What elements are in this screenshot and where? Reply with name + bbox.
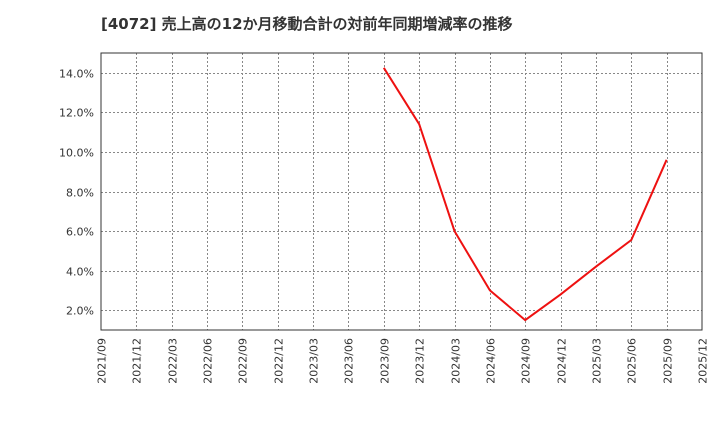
y-axis: 2.0% 4.0% 6.0% 8.0% 10.0% 12.0% 14.0% <box>59 68 94 318</box>
data-series <box>382 67 668 322</box>
y-tick-label: 12.0% <box>59 107 94 120</box>
x-tick-label: 2025/06 <box>626 338 639 384</box>
x-tick-label: 2021/12 <box>131 338 144 384</box>
y-tick-label: 6.0% <box>66 226 94 239</box>
x-tick-label: 2024/12 <box>556 338 569 384</box>
y-tick-label: 14.0% <box>59 68 94 81</box>
x-tick-label: 2021/09 <box>96 338 109 384</box>
x-tick-label: 2024/06 <box>485 338 498 384</box>
x-tick-label: 2023/12 <box>414 338 427 384</box>
y-tick-label: 2.0% <box>66 305 94 318</box>
x-tick-label: 2023/09 <box>379 338 392 384</box>
x-tick-label: 2022/09 <box>237 338 250 384</box>
x-tick-label: 2022/03 <box>167 338 180 384</box>
y-tick-label: 8.0% <box>66 187 94 200</box>
y-tick-label: 4.0% <box>66 266 94 279</box>
x-tick-label: 2023/03 <box>308 338 321 384</box>
x-tick-label: 2025/09 <box>662 338 675 384</box>
chart-title: [4072] 売上高の12か月移動合計の対前年同期増減率の推移 <box>101 15 513 33</box>
x-axis: 2021/09 2021/12 2022/03 2022/06 2022/09 2022/… <box>96 338 710 384</box>
x-tick-label: 2022/06 <box>202 338 215 384</box>
series-line <box>382 67 668 322</box>
x-tick-label: 2025/12 <box>697 338 710 384</box>
x-tick-label: 2022/12 <box>273 338 286 384</box>
x-tick-label: 2024/03 <box>450 338 463 384</box>
x-tick-label: 2023/06 <box>343 338 356 384</box>
x-tick-label: 2024/09 <box>520 338 533 384</box>
grid-lines <box>101 53 702 330</box>
plot-frame <box>100 52 703 331</box>
x-tick-label: 2025/03 <box>591 338 604 384</box>
y-tick-label: 10.0% <box>59 147 94 160</box>
